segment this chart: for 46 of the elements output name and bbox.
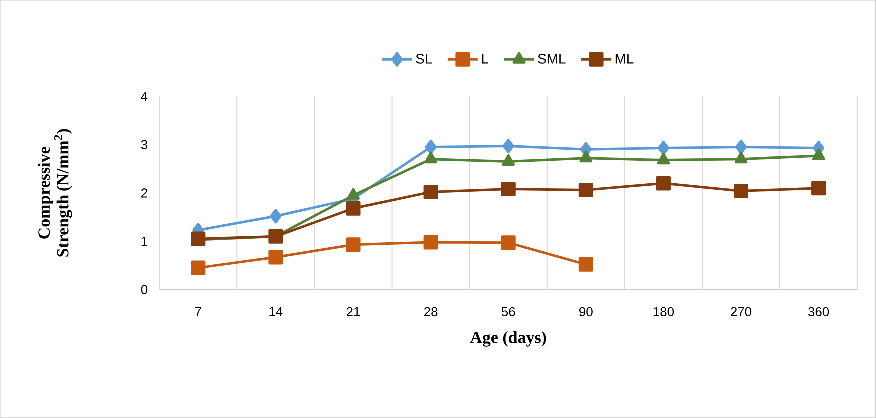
point — [424, 184, 438, 200]
x-tick-label: 180 — [654, 307, 674, 316]
point — [501, 235, 516, 250]
point — [425, 140, 437, 154]
x-axis-title: Age (days) — [470, 331, 546, 347]
x-tick-label: 7 — [195, 307, 202, 316]
y-tick-label: 1 — [142, 236, 148, 246]
x-tick-label: 14 — [270, 307, 283, 316]
point — [578, 182, 594, 198]
legend-label: ML — [616, 54, 634, 64]
y-tick-label: 0 — [141, 285, 148, 294]
point — [270, 208, 282, 224]
point — [191, 260, 206, 276]
point — [502, 154, 516, 166]
point — [657, 152, 670, 164]
y-tick-label: 3 — [141, 140, 148, 150]
x-tick-label: 56 — [502, 307, 516, 316]
y-tick-label: 4 — [141, 92, 148, 101]
point — [424, 235, 438, 250]
x-tick-label: 270 — [731, 307, 752, 316]
point — [812, 180, 826, 196]
x-tick-label: 21 — [346, 307, 360, 316]
point — [658, 140, 670, 156]
y-axis-title: Compressive Strength (N/mm$^{2}$) — [38, 129, 72, 257]
point — [268, 250, 284, 265]
point — [734, 152, 748, 164]
point — [424, 152, 438, 164]
x-tick-label: 28 — [424, 307, 438, 316]
point — [656, 176, 671, 191]
x-tick-label: 90 — [580, 307, 593, 316]
legend-label: SL — [416, 54, 432, 64]
point — [346, 201, 361, 216]
legend-label: L — [482, 54, 489, 64]
y-tick-label: 2 — [142, 188, 148, 198]
point — [268, 229, 284, 244]
point — [578, 257, 594, 272]
point — [736, 140, 748, 154]
point — [580, 150, 593, 162]
point — [734, 184, 749, 198]
point — [812, 148, 826, 160]
point — [501, 182, 516, 196]
x-tick-label: 360 — [808, 307, 830, 316]
point — [502, 138, 514, 154]
legend-label: SML — [538, 54, 566, 64]
point — [347, 188, 360, 200]
point — [346, 237, 361, 252]
